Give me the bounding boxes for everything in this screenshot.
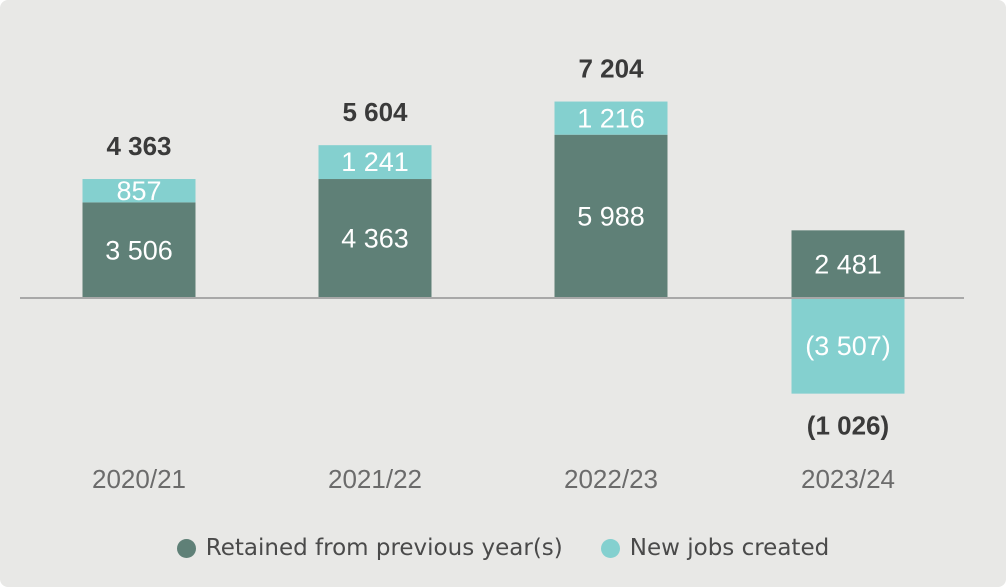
bar-new-jobs-2022/23: [554, 101, 668, 135]
x-tick-label-2020/21: 2020/21: [92, 464, 186, 494]
label-retained-2023/24: 2 481: [814, 249, 882, 279]
bar-retained-2023/24: [791, 230, 905, 298]
label-retained-2022/23: 5 988: [577, 201, 645, 231]
legend-label-new-jobs: New jobs created: [629, 535, 830, 561]
x-tick-label-2023/24: 2023/24: [801, 464, 895, 494]
label-new-jobs-2021/22: 1 241: [341, 147, 409, 177]
legend-swatch-new-jobs: [600, 538, 620, 558]
label-new-jobs-2022/23: 1 216: [577, 103, 645, 133]
x-tick-label-2022/23: 2022/23: [564, 464, 658, 494]
total-label-2021/22: 5 604: [342, 97, 408, 127]
label-retained-2020/21: 3 506: [105, 235, 173, 265]
legend-item-new-jobs: New jobs created: [600, 535, 830, 561]
bar-retained-2021/22: [318, 179, 432, 298]
total-label-2022/23: 7 204: [578, 53, 644, 83]
legend-swatch-retained: [176, 538, 196, 558]
label-new-jobs-2023/24: (3 507): [805, 331, 891, 361]
bar-new-jobs-2020/21: [82, 179, 196, 203]
total-label-2023/24: (1 026): [807, 411, 889, 441]
label-retained-2021/22: 4 363: [341, 224, 409, 254]
bar-new-jobs-2023/24: [791, 298, 905, 394]
bar-retained-2020/21: [82, 202, 196, 298]
label-new-jobs-2020/21: 857: [116, 176, 161, 206]
total-label-2020/21: 4 363: [106, 131, 171, 161]
bar-new-jobs-2021/22: [318, 145, 432, 180]
legend-item-retained: Retained from previous year(s): [176, 535, 563, 561]
legend-label-retained: Retained from previous year(s): [205, 535, 563, 561]
x-tick-label-2021/22: 2021/22: [328, 464, 422, 494]
bar-retained-2022/23: [554, 134, 668, 298]
legend: Retained from previous year(s) New jobs …: [0, 532, 1006, 564]
